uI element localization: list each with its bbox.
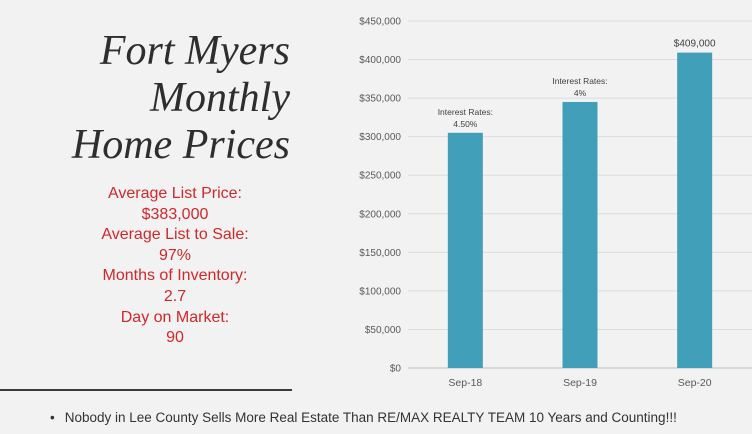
data-label: 4%	[574, 88, 587, 98]
y-tick-label: $0	[390, 364, 402, 375]
data-label: Interest Rates:	[438, 107, 493, 117]
days-on-market-value: 90	[166, 329, 184, 347]
months-inventory-value: 2.7	[163, 287, 187, 305]
page-title: Fort Myers Monthly Home Prices	[72, 28, 290, 169]
avg-list-to-sale-label: Average List to Sale:	[101, 226, 249, 244]
y-tick-label: $100,000	[359, 286, 401, 297]
data-label: Interest Rates:	[552, 76, 607, 86]
divider-line	[0, 389, 292, 391]
data-label: $409,000	[674, 39, 716, 50]
bar	[447, 132, 483, 368]
y-tick-label: $300,000	[359, 132, 401, 143]
days-on-market-label: Day on Market:	[120, 308, 230, 326]
avg-list-to-sale-value: 97%	[158, 246, 192, 264]
avg-list-price-label: Average List Price:	[108, 185, 242, 202]
market-stats: Average List Price: $383,000 Average Lis…	[60, 184, 290, 349]
title-line-3: Home Prices	[71, 122, 290, 168]
x-tick-label: Sep-18	[448, 377, 482, 389]
y-tick-label: $250,000	[359, 171, 401, 182]
title-line-1: Fort Myers	[99, 28, 290, 74]
y-tick-label: $450,000	[359, 17, 401, 28]
y-tick-label: $400,000	[359, 55, 401, 66]
bar	[562, 101, 598, 368]
x-tick-label: Sep-19	[563, 377, 597, 389]
x-tick-label: Sep-20	[678, 377, 712, 389]
y-tick-label: $50,000	[365, 325, 402, 336]
avg-list-price-value: $383,000	[141, 205, 209, 223]
y-tick-label: $350,000	[359, 94, 401, 105]
title-line-2: Monthly	[150, 75, 290, 121]
y-tick-label: $200,000	[359, 209, 401, 220]
months-inventory-label: Months of Inventory:	[102, 267, 248, 285]
y-tick-label: $150,000	[359, 248, 401, 259]
footer-note: • Nobody in Lee County Sells More Real Es…	[50, 410, 677, 425]
bar	[677, 52, 713, 369]
footer-text: Nobody in Lee County Sells More Real Est…	[64, 410, 677, 425]
data-label: 4.50%	[453, 119, 478, 129]
bullet-icon: •	[50, 410, 55, 425]
